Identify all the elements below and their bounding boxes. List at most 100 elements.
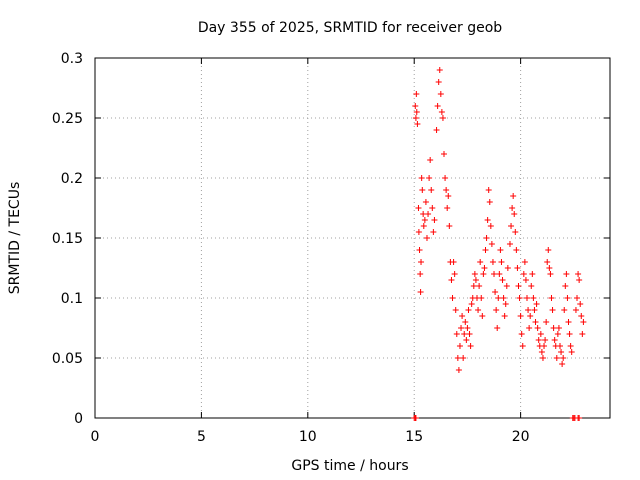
data-point (530, 295, 537, 301)
data-point (492, 289, 499, 295)
data-point (504, 265, 511, 271)
data-points (411, 67, 587, 421)
data-point (460, 355, 467, 361)
plot-frame (94, 57, 611, 419)
data-point (488, 241, 495, 247)
data-point (416, 247, 423, 253)
data-point (446, 223, 453, 229)
y-tick-label: 0 (74, 411, 83, 427)
data-point (414, 121, 421, 127)
data-point (503, 283, 510, 289)
data-point (481, 265, 488, 271)
data-point (412, 103, 419, 109)
data-point (483, 235, 490, 241)
data-point (463, 337, 470, 343)
data-point (508, 223, 515, 229)
data-point (527, 313, 534, 319)
data-point (428, 187, 435, 193)
data-point (562, 283, 569, 289)
data-point (412, 415, 419, 421)
data-point (517, 313, 524, 319)
data-point (413, 109, 420, 115)
data-point (491, 271, 498, 277)
data-point (466, 331, 473, 337)
data-point (559, 361, 566, 367)
grid (95, 58, 610, 418)
data-point (509, 205, 516, 211)
data-point (415, 205, 422, 211)
data-point (563, 271, 570, 277)
data-point (422, 199, 429, 205)
data-point (519, 343, 526, 349)
data-point (528, 283, 535, 289)
data-point (430, 229, 437, 235)
x-axis-label: GPS time / hours (291, 458, 408, 474)
data-point (417, 271, 424, 277)
data-point (413, 91, 420, 97)
data-point (546, 265, 553, 271)
data-point (452, 307, 459, 313)
data-point (494, 325, 501, 331)
data-point (515, 283, 522, 289)
data-point (442, 175, 449, 181)
data-point (415, 229, 422, 235)
data-point (560, 355, 567, 361)
y-tick-label: 0.1 (61, 291, 83, 307)
data-point (520, 271, 527, 277)
data-point (558, 349, 565, 355)
data-point (470, 283, 477, 289)
data-point (449, 295, 456, 301)
data-point (541, 343, 548, 349)
data-point (561, 307, 568, 313)
data-point (418, 175, 425, 181)
x-tick-label: 20 (512, 429, 530, 445)
data-point (510, 193, 517, 199)
y-tick-label: 0.15 (52, 231, 83, 247)
data-point (572, 307, 579, 313)
data-point (524, 295, 531, 301)
data-point (454, 355, 461, 361)
x-tick-label: 15 (405, 429, 423, 445)
data-point (458, 325, 465, 331)
data-point (443, 187, 450, 193)
data-point (574, 295, 581, 301)
data-point (436, 67, 443, 73)
y-axis-label: SRMTID / TECUs (7, 182, 23, 295)
data-point (565, 319, 572, 325)
data-point (544, 259, 551, 265)
data-point (435, 79, 442, 85)
data-point (535, 337, 542, 343)
data-point (577, 301, 584, 307)
data-point (453, 331, 460, 337)
data-point (484, 217, 491, 223)
data-point (468, 301, 475, 307)
data-point (497, 247, 504, 253)
data-point (489, 259, 496, 265)
data-point (579, 331, 586, 337)
data-point (433, 127, 440, 133)
data-point (539, 355, 546, 361)
data-point (475, 307, 482, 313)
data-point (516, 295, 523, 301)
data-point (412, 115, 419, 121)
data-point (568, 349, 575, 355)
data-point (456, 343, 463, 349)
data-point (556, 343, 563, 349)
data-point (514, 265, 521, 271)
data-point (499, 277, 506, 283)
data-point (529, 271, 536, 277)
data-point (542, 337, 549, 343)
data-point (455, 367, 462, 373)
data-point (464, 325, 471, 331)
data-point (548, 295, 555, 301)
x-tick-label: 5 (197, 429, 206, 445)
data-point (451, 271, 458, 277)
data-point (518, 331, 525, 337)
data-point (547, 271, 554, 277)
data-point (482, 247, 489, 253)
data-point (578, 313, 585, 319)
data-point (550, 325, 557, 331)
data-point (502, 301, 509, 307)
y-tick-label: 0.25 (52, 111, 83, 127)
